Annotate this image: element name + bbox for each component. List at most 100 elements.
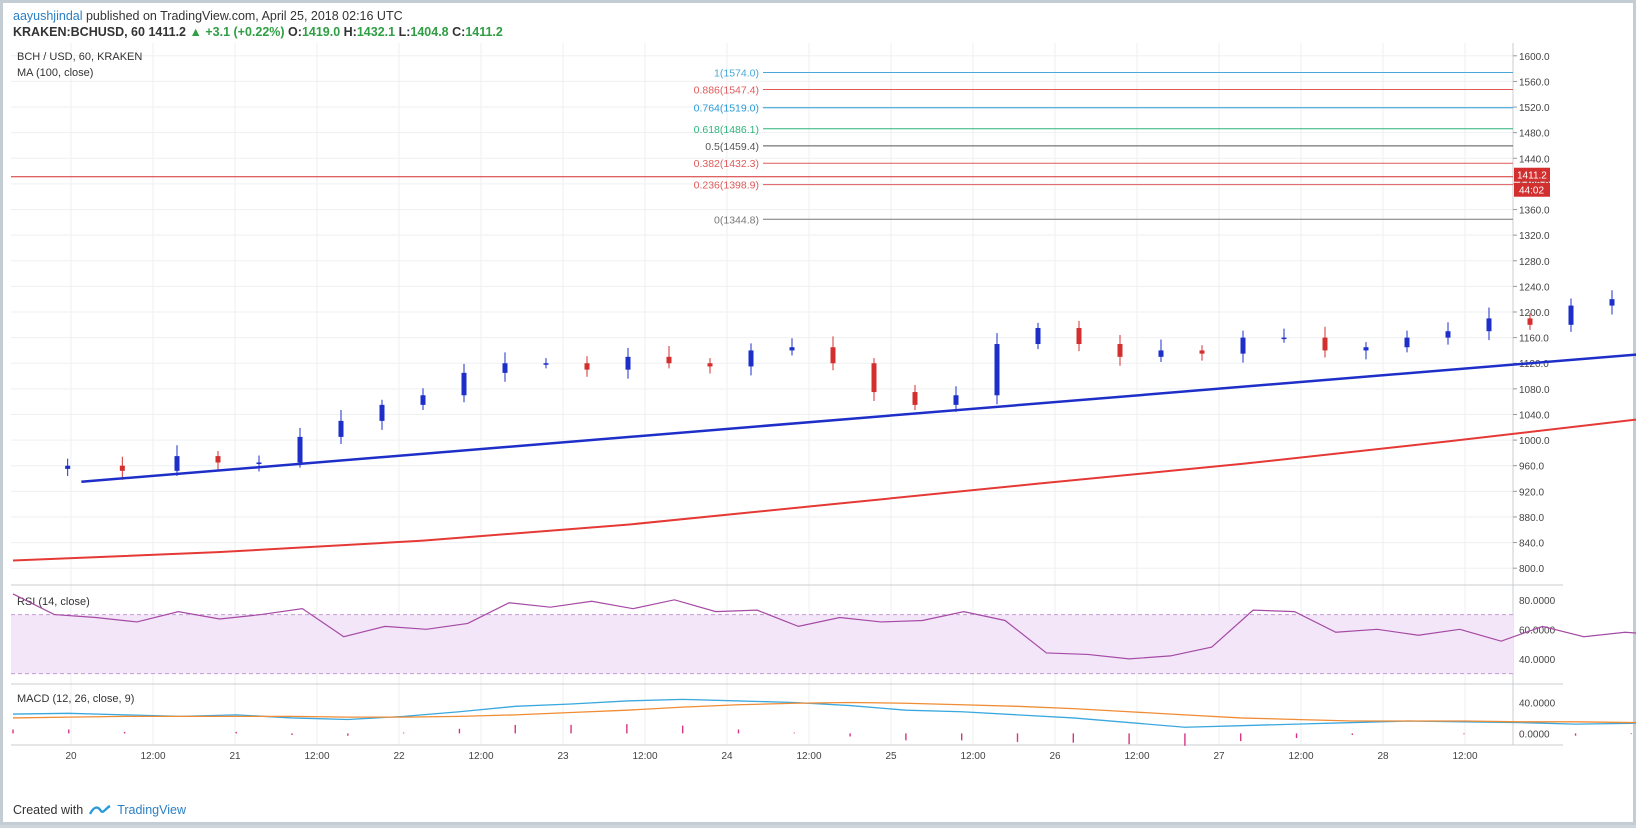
tradingview-brand[interactable]: TradingView — [117, 803, 186, 817]
publish-line: aayushjindal published on TradingView.co… — [13, 9, 403, 23]
candle-body — [256, 462, 262, 465]
candle-body — [625, 356, 631, 370]
macd-signal-line — [12, 701, 1636, 724]
candle-body — [1445, 331, 1451, 338]
footer: Created with TradingView — [13, 803, 186, 817]
y-tick-label: 1280.0 — [1519, 257, 1550, 268]
candle-body — [1568, 305, 1574, 325]
x-tick-label: 20 — [65, 751, 77, 762]
x-tick-label: 12:00 — [140, 751, 165, 762]
up-arrow-icon: ▲ — [189, 25, 202, 39]
x-tick-label: 12:00 — [1452, 751, 1477, 762]
author-link[interactable]: aayushjindal — [13, 9, 83, 23]
x-tick-label: 25 — [885, 751, 897, 762]
y-tick-label: 1040.0 — [1519, 410, 1550, 421]
y-tick-label: 1000.0 — [1519, 436, 1550, 447]
candle-body — [994, 344, 1000, 396]
x-tick-label: 26 — [1049, 751, 1061, 762]
x-tick-label: 24 — [721, 751, 733, 762]
trendline-support — [81, 353, 1636, 483]
y-tick-label: 1320.0 — [1519, 231, 1550, 242]
candle-body — [119, 465, 125, 471]
x-tick-label: 12:00 — [960, 751, 985, 762]
rsi-y-tick-label: 40.0000 — [1519, 655, 1556, 666]
macd-title: MACD (12, 26, close, 9) — [17, 693, 134, 705]
created-with-text: Created with — [13, 803, 84, 817]
candle-body — [1158, 350, 1164, 357]
y-tick-label: 880.0 — [1519, 513, 1544, 524]
open-value: 1419.0 — [301, 25, 341, 39]
candle-body — [543, 363, 549, 365]
candle-body — [748, 350, 754, 367]
fib-level-label: 0.236(1398.9) — [694, 180, 759, 192]
last-price-label: 1411.2 — [1517, 171, 1547, 182]
y-tick-label: 840.0 — [1519, 539, 1544, 550]
x-tick-label: 12:00 — [1288, 751, 1313, 762]
candle-body — [461, 372, 467, 396]
low-label: L: — [398, 25, 411, 39]
candle-body — [379, 404, 385, 421]
y-tick-label: 1600.0 — [1519, 52, 1550, 63]
fib-level-label: 0.764(1519.0) — [694, 103, 759, 115]
y-tick-label: 1360.0 — [1519, 206, 1550, 217]
y-tick-label: 800.0 — [1519, 564, 1544, 575]
candle-body — [584, 363, 590, 370]
candle-body — [830, 347, 836, 364]
countdown-label: 44:02 — [1519, 186, 1544, 197]
candle-body — [871, 363, 877, 393]
chart-title: BCH / USD, 60, KRAKEN — [17, 51, 142, 63]
candle-body — [1486, 318, 1492, 332]
candle-body — [420, 395, 426, 405]
ma-indicator-label: MA (100, close) — [17, 67, 93, 79]
y-tick-label: 960.0 — [1519, 462, 1544, 473]
fib-level-label: 0(1344.8) — [714, 214, 759, 226]
price-change: +3.1 (+0.22%) — [205, 25, 285, 39]
candle-body — [215, 456, 221, 463]
macd-y-tick-label: 40.0000 — [1519, 698, 1556, 709]
candle-body — [953, 395, 959, 405]
candle-body — [1240, 337, 1246, 354]
chart-canvas[interactable]: 1600.01560.01520.01480.01440.01400.01360… — [3, 3, 1636, 828]
candle-body — [1035, 328, 1041, 345]
x-tick-label: 23 — [557, 751, 569, 762]
candle-body — [502, 363, 508, 373]
candle-body — [1117, 344, 1123, 357]
last-price: 1411.2 — [148, 25, 186, 39]
ma-100-line — [12, 418, 1636, 562]
rsi-band — [11, 614, 1513, 674]
low-value: 1404.8 — [410, 25, 449, 39]
high-value: 1432.1 — [356, 25, 396, 39]
candle-body — [297, 436, 303, 463]
tradingview-logo-icon — [89, 804, 111, 815]
published-text: published on TradingView.com, April 25, … — [85, 9, 403, 23]
y-tick-label: 1200.0 — [1519, 308, 1550, 319]
candle-body — [1322, 337, 1328, 351]
y-tick-label: 1080.0 — [1519, 385, 1550, 396]
x-tick-label: 12:00 — [468, 751, 493, 762]
y-tick-label: 1160.0 — [1519, 334, 1549, 345]
x-tick-label: 27 — [1213, 751, 1225, 762]
close-label: C: — [452, 25, 466, 39]
y-tick-label: 1520.0 — [1519, 103, 1550, 114]
candle-body — [1199, 350, 1205, 354]
candle-body — [1527, 318, 1533, 325]
candle-body — [65, 465, 71, 469]
fib-level-label: 1(1574.0) — [714, 67, 759, 79]
y-tick-label: 920.0 — [1519, 487, 1544, 498]
candle-body — [1404, 337, 1410, 348]
candle-body — [707, 363, 713, 367]
fib-level-label: 0.382(1432.3) — [694, 158, 759, 170]
candle-body — [666, 356, 672, 364]
macd-macd-line — [12, 698, 1636, 728]
x-tick-label: 12:00 — [304, 751, 329, 762]
y-tick-label: 1440.0 — [1519, 154, 1550, 165]
candle-body — [338, 420, 344, 437]
x-tick-label: 22 — [393, 751, 405, 762]
symbol-line: KRAKEN:BCHUSD, 60 1411.2 ▲ +3.1 (+0.22%)… — [13, 25, 503, 39]
candle-body — [1076, 328, 1082, 345]
rsi-y-tick-label: 60.0000 — [1519, 625, 1556, 636]
y-tick-label: 1240.0 — [1519, 282, 1550, 293]
rsi-line — [12, 593, 1636, 660]
x-tick-label: 12:00 — [1124, 751, 1149, 762]
